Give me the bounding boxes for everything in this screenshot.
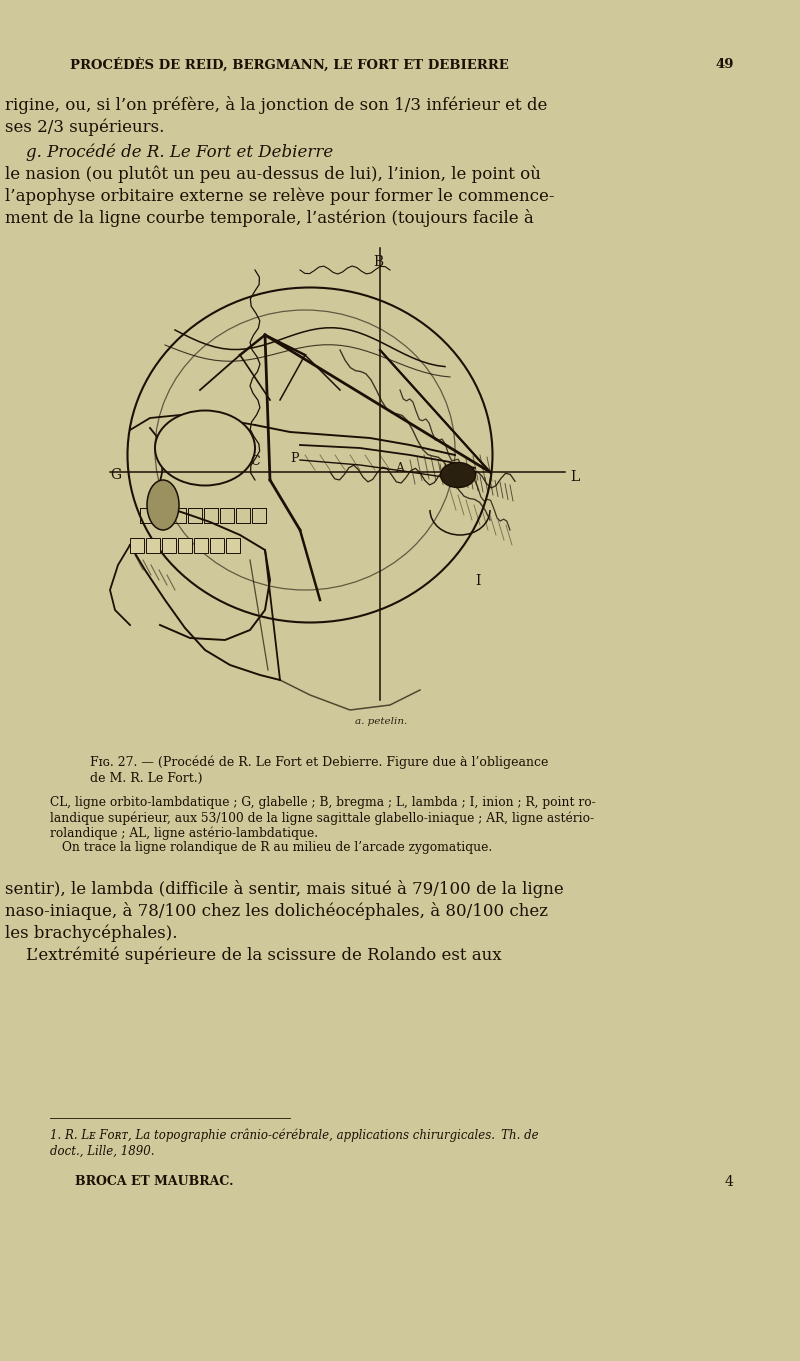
Text: g. Procédé de R. Le Fort et Debierre: g. Procédé de R. Le Fort et Debierre bbox=[5, 143, 334, 161]
Text: le nasion (ou plutôt un peu au-dessus de lui), l’inion, le point où: le nasion (ou plutôt un peu au-dessus de… bbox=[5, 165, 541, 182]
Bar bbox=[178, 538, 192, 553]
Text: 1. R. Lᴇ Fᴏʀᴛ, La topographie crânio-cérébrale, applications chirurgicales.  Th.: 1. R. Lᴇ Fᴏʀᴛ, La topographie crânio-cér… bbox=[50, 1128, 538, 1142]
Text: ment de la ligne courbe temporale, l’astérion (toujours facile à: ment de la ligne courbe temporale, l’ast… bbox=[5, 210, 534, 227]
Ellipse shape bbox=[155, 411, 255, 486]
Text: de M. R. Le Fort.): de M. R. Le Fort.) bbox=[90, 772, 202, 785]
Text: On trace la ligne rolandique de R au milieu de l’arcade zygomatique.: On trace la ligne rolandique de R au mil… bbox=[62, 841, 492, 853]
Text: l’apophyse orbitaire externe se relève pour former le commence-: l’apophyse orbitaire externe se relève p… bbox=[5, 186, 554, 204]
Text: rigine, ou, si l’on préfère, à la jonction de son 1/3 inférieur et de: rigine, ou, si l’on préfère, à la joncti… bbox=[5, 97, 547, 114]
Text: 49: 49 bbox=[715, 59, 734, 71]
Text: G: G bbox=[110, 468, 121, 482]
Text: 4: 4 bbox=[725, 1175, 734, 1190]
Ellipse shape bbox=[147, 480, 179, 529]
Text: a. petelin.: a. petelin. bbox=[355, 717, 407, 725]
Text: les brachycéphales).: les brachycéphales). bbox=[5, 924, 178, 942]
Bar bbox=[210, 538, 224, 553]
Text: ses 2/3 supérieurs.: ses 2/3 supérieurs. bbox=[5, 118, 164, 136]
Text: landique supérieur, aux 53/100 de la ligne sagittale glabello-iniaque ; AR, lign: landique supérieur, aux 53/100 de la lig… bbox=[50, 811, 594, 825]
Text: PROCÉDÈS DE REID, BERGMANN, LE FORT ET DEBIERRE: PROCÉDÈS DE REID, BERGMANN, LE FORT ET D… bbox=[70, 59, 509, 72]
Bar bbox=[146, 538, 160, 553]
Text: naso-iniaque, à 78/100 chez les dolichéocéphales, à 80/100 chez: naso-iniaque, à 78/100 chez les dolichéo… bbox=[5, 902, 548, 920]
Text: BROCA ET MAUBRAC.: BROCA ET MAUBRAC. bbox=[75, 1175, 234, 1188]
Bar bbox=[194, 538, 208, 553]
Ellipse shape bbox=[441, 463, 475, 487]
Text: A: A bbox=[395, 461, 404, 475]
Text: Fɪɢ. 27. — (Procédé de R. Le Fort et Debierre. Figure due à l’obligeance: Fɪɢ. 27. — (Procédé de R. Le Fort et Deb… bbox=[90, 755, 548, 769]
Text: L’extrémité supérieure de la scissure de Rolando est aux: L’extrémité supérieure de la scissure de… bbox=[5, 946, 502, 964]
Bar bbox=[162, 538, 176, 553]
Text: B: B bbox=[373, 255, 383, 269]
Bar bbox=[130, 538, 144, 553]
Text: I: I bbox=[475, 574, 480, 588]
Text: CL, ligne orbito-lambdatique ; G, glabelle ; B, bregma ; L, lambda ; I, inion ; : CL, ligne orbito-lambdatique ; G, glabel… bbox=[50, 796, 596, 808]
Text: doct., Lille, 1890.: doct., Lille, 1890. bbox=[50, 1145, 154, 1158]
Text: C: C bbox=[250, 455, 260, 468]
Text: rolandique ; AL, ligne astério-lambdatique.: rolandique ; AL, ligne astério-lambdatiq… bbox=[50, 826, 318, 840]
Text: P: P bbox=[290, 452, 298, 465]
Text: L: L bbox=[570, 470, 579, 485]
Text: sentir), le lambda (difficile à sentir, mais situé à 79/100 de la ligne: sentir), le lambda (difficile à sentir, … bbox=[5, 881, 564, 898]
Bar bbox=[226, 538, 240, 553]
